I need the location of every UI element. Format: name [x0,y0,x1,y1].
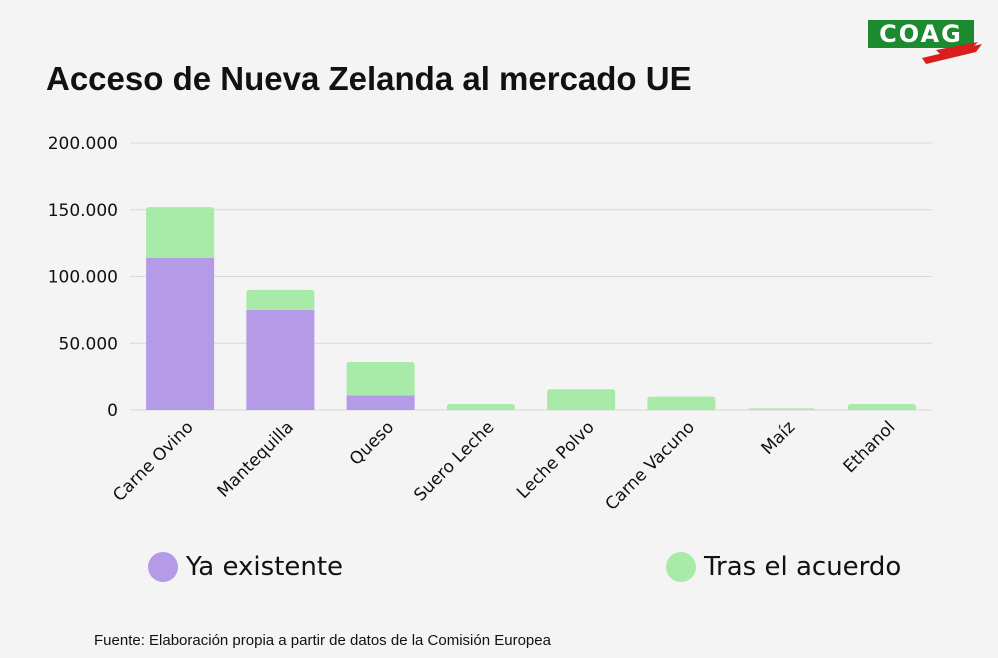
source-note: Fuente: Elaboración propia a partir de d… [94,632,551,649]
category-label: Carne Ovino [109,417,197,505]
y-tick-label: 0 [107,401,118,421]
legend-item-existing: Ya existente [148,550,343,584]
bar-new [146,207,215,258]
legend-swatch-existing [148,552,178,582]
logo-red-swoosh-icon [922,42,982,64]
legend-label-new: Tras el acuerdo [704,552,902,582]
bar-new [847,403,916,410]
legend-label-existing: Ya existente [186,552,344,582]
category-label: Leche Polvo [513,417,598,502]
category-label: Queso [346,417,398,469]
category-label: Maíz [758,417,800,459]
bar-new [346,361,415,396]
y-tick-label: 150.000 [48,201,118,221]
legend-swatch-new [666,552,696,582]
bar-existing [146,257,215,410]
bar-new [647,396,716,410]
bar-new [246,289,315,310]
bar-new [747,408,816,412]
y-tick-label: 200.000 [48,134,118,154]
y-tick-label: 50.000 [59,334,118,354]
bar-existing [346,395,415,410]
coag-logo: COAG [866,20,986,70]
bar-new [446,403,515,410]
bar-new [547,389,616,410]
chart-title: Acceso de Nueva Zelanda al mercado UE [46,60,692,97]
legend-item-new: Tras el acuerdo [666,550,901,584]
category-label: Carne Vacuno [602,417,699,514]
bar-existing [246,309,315,410]
category-label: Suero Leche [410,417,498,505]
category-label: Mantequilla [214,417,298,501]
category-label: Ethanol [840,417,900,477]
logo-text: COAG [868,20,974,48]
y-tick-label: 100.000 [48,268,118,288]
